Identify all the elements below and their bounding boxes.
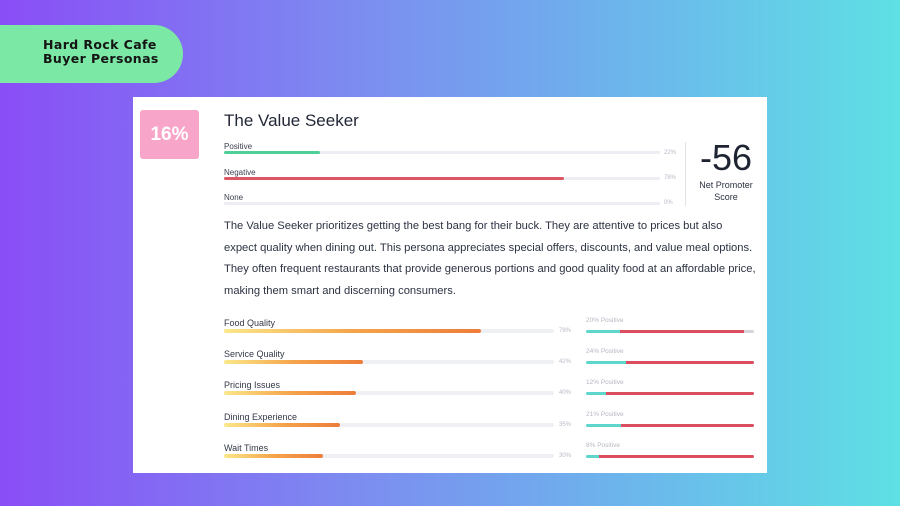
metric-sentiment-positive-dining-experience [586,423,622,427]
metric-positive-label-food-quality: 20% Positive [586,317,624,324]
metric-pct-dining-experience: 35% [559,421,572,428]
sentiment-fill-negative [224,177,565,180]
metric-fill-food-quality [224,329,482,333]
nps-score: -56 [699,137,753,178]
metric-fill-pricing-issues [224,391,356,396]
sentiment-pct-positive: 22% [664,150,677,156]
nps-label: Net Promoter Score [699,180,753,202]
metric-sentiment-negative-wait-times [599,454,754,458]
metric-bar-dining-experience [224,422,554,427]
persona-share-badge: 16% [140,110,199,159]
sentiment-bar-none [224,202,660,205]
metric-sentiment-positive-pricing-issues [586,392,607,396]
metric-bar-service-quality [224,360,554,365]
metric-sentiment-negative-pricing-issues [606,392,754,396]
metric-label-food-quality: Food Quality [224,318,276,328]
metric-fill-dining-experience [224,422,340,427]
metric-bar-pricing-issues [224,391,554,396]
metric-pct-pricing-issues: 40% [559,390,572,397]
metric-sentiment-negative-dining-experience [621,423,754,427]
metric-label-dining-experience: Dining Experience [224,411,298,422]
metric-positive-label-wait-times: 8% Positive [586,441,620,449]
metric-sentiment-bar-service-quality [586,361,754,365]
sentiment-label-none: None [224,193,244,202]
divider [685,142,686,206]
persona-card: 16% The Value Seeker Positive 22% Negati… [133,97,767,473]
sentiment-bar-negative [224,177,660,180]
metric-sentiment-positive-service-quality [586,361,627,365]
metric-sentiment-negative-food-quality [619,330,744,333]
badge-title-line1: Hard Rock Cafe [43,37,157,52]
sentiment-label-negative: Negative [224,168,256,177]
metric-sentiment-bar-wait-times [586,454,754,458]
metric-sentiment-bar-food-quality [586,330,754,333]
metric-pct-food-quality: 78% [559,328,572,334]
badge-title-line2: Buyer Personas [43,51,159,66]
metric-sentiment-bar-pricing-issues [586,392,754,396]
metric-positive-label-dining-experience: 21% Positive [586,410,624,418]
sentiment-fill-positive [224,151,320,154]
metric-label-service-quality: Service Quality [224,349,285,360]
metric-label-pricing-issues: Pricing Issues [224,380,281,391]
sentiment-pct-negative: 78% [664,175,677,181]
metric-sentiment-negative-service-quality [626,361,754,365]
metric-positive-label-service-quality: 24% Positive [586,348,624,356]
sentiment-label-positive: Positive [224,142,253,151]
metric-pct-service-quality: 42% [559,359,572,366]
metric-sentiment-positive-wait-times [586,454,600,458]
metric-sentiment-positive-food-quality [586,330,620,333]
metric-fill-service-quality [224,360,363,365]
metric-pct-wait-times: 30% [559,452,572,459]
persona-description: The Value Seeker prioritizes getting the… [224,220,756,297]
metric-sentiment-bar-dining-experience [586,423,754,427]
persona-title: The Value Seeker [224,111,359,130]
sentiment-bar-positive [224,151,660,154]
metric-label-wait-times: Wait Times [224,442,269,453]
metric-bar-wait-times [224,453,554,458]
badge-title: Hard Rock Cafe Buyer Personas [43,38,159,66]
metric-sentiment-none-food-quality [743,330,754,333]
metric-bar-food-quality [224,329,554,333]
title-badge: Hard Rock Cafe Buyer Personas [0,25,183,83]
metric-positive-label-pricing-issues: 12% Positive [586,379,624,387]
metric-fill-wait-times [224,453,323,458]
sentiment-pct-none: 0% [664,200,673,206]
